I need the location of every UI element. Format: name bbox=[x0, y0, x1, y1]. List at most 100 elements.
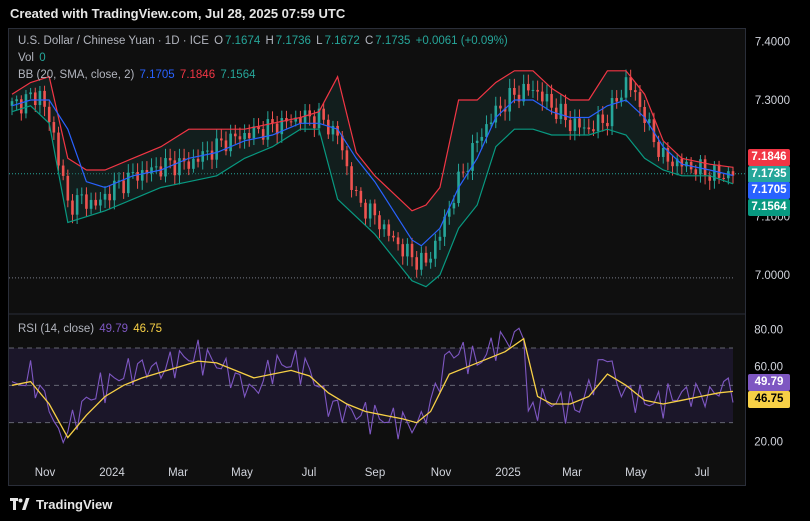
open-value: 7.1674 bbox=[225, 35, 261, 47]
candle-body bbox=[126, 172, 130, 194]
bb-basis-value: 7.1705 bbox=[139, 69, 175, 81]
price-axis-tick-label: 7.0000 bbox=[755, 270, 790, 282]
candle-body bbox=[638, 92, 642, 107]
candle-body bbox=[20, 99, 23, 114]
candle-body bbox=[420, 252, 423, 270]
candle-body bbox=[47, 106, 51, 123]
candle-body bbox=[582, 127, 586, 129]
candle-body bbox=[424, 252, 428, 263]
candle-body bbox=[345, 150, 349, 167]
candle-body bbox=[699, 159, 702, 175]
candle-body bbox=[517, 94, 521, 102]
candle-body bbox=[489, 122, 493, 125]
high-value: 7.1736 bbox=[275, 35, 311, 47]
bb-basis-price-tag: 7.1705 bbox=[748, 182, 790, 199]
candle-body bbox=[103, 193, 107, 200]
candle-body bbox=[243, 132, 246, 140]
candle-body bbox=[15, 99, 18, 102]
candle-body bbox=[66, 175, 70, 201]
candle-body bbox=[210, 150, 214, 160]
candle-body bbox=[247, 132, 251, 139]
time-axis-tick-label: Nov bbox=[431, 467, 452, 479]
candle-body bbox=[410, 243, 414, 258]
candle-body bbox=[731, 171, 735, 176]
candle-body bbox=[596, 114, 600, 132]
candle-body bbox=[485, 124, 488, 137]
candle-body bbox=[531, 89, 535, 91]
header-bar: Created with TradingView.com, Jul 28, 20… bbox=[0, 0, 810, 28]
candle-body bbox=[280, 118, 284, 135]
candle-body bbox=[550, 93, 553, 108]
chart-frame[interactable] bbox=[8, 28, 746, 486]
candle-body bbox=[508, 88, 512, 112]
candle-body bbox=[694, 169, 698, 175]
rsi-legend: RSI (14, close) 49.79 46.75 bbox=[18, 323, 164, 335]
candle-body bbox=[606, 122, 609, 127]
candle-body bbox=[433, 240, 437, 259]
candle-body bbox=[354, 189, 358, 191]
candle-body bbox=[24, 94, 28, 114]
footer-brand-text: TradingView bbox=[36, 496, 113, 512]
candles-group bbox=[10, 69, 735, 278]
created-with-text: Created with TradingView.com, Jul 28, 20… bbox=[10, 6, 346, 21]
time-axis-tick-label: Mar bbox=[562, 467, 582, 479]
candle-body bbox=[238, 136, 242, 140]
rsi-ma-value: 46.75 bbox=[133, 323, 163, 335]
candle-body bbox=[499, 105, 502, 109]
candle-body bbox=[564, 103, 567, 121]
time-axis-tick-label: 2024 bbox=[99, 467, 125, 479]
candle-body bbox=[452, 203, 456, 209]
time-axis-tick-label: Nov bbox=[35, 467, 56, 479]
candle-body bbox=[122, 180, 125, 194]
bb-upper-line bbox=[11, 70, 734, 212]
candle-body bbox=[708, 175, 712, 181]
candle-body bbox=[661, 147, 665, 157]
candle-body bbox=[722, 177, 725, 179]
candle-body bbox=[629, 77, 632, 91]
bb-legend: BB (20, SMA, close, 2) 7.1705 7.1846 7.1… bbox=[18, 69, 258, 81]
candle-body bbox=[461, 171, 465, 173]
candle-body bbox=[540, 91, 544, 102]
candle-body bbox=[527, 83, 530, 91]
candle-body bbox=[317, 108, 321, 129]
bb-upper-price-tag: 7.1846 bbox=[748, 149, 790, 166]
candle-body bbox=[140, 170, 144, 181]
candle-body bbox=[387, 224, 391, 236]
candle-body bbox=[224, 140, 228, 152]
candle-body bbox=[136, 172, 139, 181]
candle-body bbox=[522, 83, 525, 102]
candle-body bbox=[620, 97, 623, 102]
volume-legend: Vol 0 bbox=[18, 52, 48, 64]
candle-body bbox=[610, 98, 614, 127]
candle-body bbox=[336, 125, 339, 136]
candle-body bbox=[624, 77, 628, 98]
candle-body bbox=[545, 93, 549, 102]
rsi-price-tag: 49.79 bbox=[748, 374, 790, 391]
candle-body bbox=[94, 199, 98, 206]
time-axis-tick-label: Jul bbox=[695, 467, 710, 479]
high-label: H bbox=[265, 35, 274, 47]
candle-body bbox=[634, 90, 637, 93]
candle-body bbox=[350, 166, 353, 190]
candle-body bbox=[89, 199, 93, 209]
candle-body bbox=[168, 158, 172, 161]
time-axis-tick-label: 2025 bbox=[495, 467, 521, 479]
candle-body bbox=[75, 195, 79, 215]
candle-body bbox=[327, 119, 330, 135]
candle-body bbox=[447, 208, 451, 217]
low-value: 7.1672 bbox=[324, 35, 360, 47]
candle-body bbox=[285, 118, 288, 122]
candle-body bbox=[503, 108, 507, 112]
candle-body bbox=[643, 106, 646, 123]
low-label: L bbox=[316, 35, 323, 47]
candle-body bbox=[480, 136, 484, 141]
candle-body bbox=[61, 165, 65, 176]
candle-body bbox=[266, 119, 270, 140]
candle-body bbox=[494, 105, 498, 123]
footer-branding: TradingView bbox=[10, 493, 112, 515]
candle-body bbox=[10, 101, 14, 106]
candle-body bbox=[173, 160, 177, 176]
candle-body bbox=[680, 158, 684, 167]
